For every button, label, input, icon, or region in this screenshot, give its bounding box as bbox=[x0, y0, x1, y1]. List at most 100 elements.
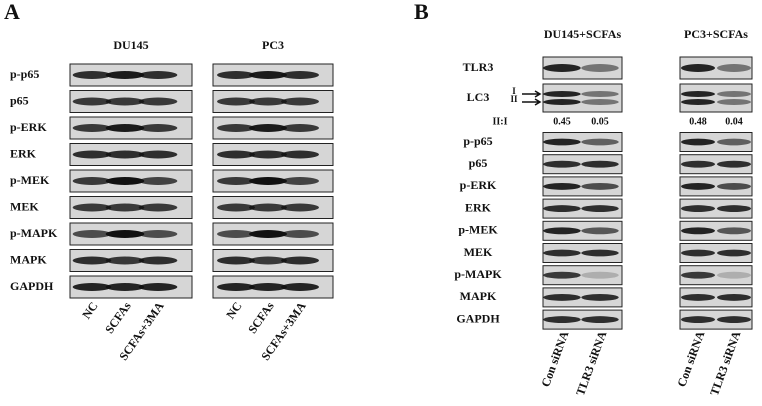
band bbox=[217, 124, 255, 132]
band bbox=[681, 138, 715, 146]
band bbox=[717, 182, 751, 190]
band bbox=[543, 293, 581, 301]
band bbox=[581, 227, 619, 235]
row-label: MAPK bbox=[460, 289, 497, 303]
band bbox=[717, 64, 751, 72]
column-head: PC3+SCFAs bbox=[684, 27, 748, 41]
row-label: p65 bbox=[10, 93, 29, 107]
blot-box bbox=[679, 198, 753, 219]
band bbox=[681, 249, 715, 257]
band bbox=[105, 124, 145, 132]
row-label: MEK bbox=[10, 199, 39, 213]
row-label: p-ERK bbox=[10, 120, 47, 134]
band bbox=[72, 97, 112, 106]
blot-box bbox=[542, 83, 623, 113]
blot-box bbox=[679, 176, 753, 197]
band bbox=[681, 271, 715, 279]
band bbox=[581, 249, 619, 257]
panel-label: A bbox=[4, 0, 20, 24]
row-label: LC3 bbox=[467, 90, 490, 104]
band bbox=[681, 205, 715, 213]
band bbox=[105, 283, 145, 291]
row-label: p-p65 bbox=[10, 67, 39, 81]
band bbox=[543, 138, 581, 146]
ratio-value: 0.45 bbox=[553, 116, 571, 127]
band bbox=[581, 64, 619, 72]
lane-label: Con siRNA bbox=[538, 329, 571, 389]
arrow bbox=[522, 98, 542, 106]
band bbox=[717, 91, 751, 97]
row-label: p-MAPK bbox=[454, 267, 502, 281]
band bbox=[249, 283, 287, 291]
band bbox=[717, 160, 751, 168]
ratio-value: 0.05 bbox=[591, 116, 609, 127]
lane-label: NC bbox=[223, 299, 244, 321]
band bbox=[681, 227, 715, 235]
band bbox=[717, 271, 751, 279]
band bbox=[72, 283, 112, 291]
lane-label: NC bbox=[79, 299, 100, 321]
row-label: p-p65 bbox=[463, 134, 492, 148]
band bbox=[138, 203, 178, 212]
band bbox=[105, 256, 145, 265]
band bbox=[105, 203, 145, 212]
blot-box bbox=[679, 83, 753, 113]
band bbox=[581, 160, 619, 168]
band bbox=[72, 230, 112, 238]
row-label: MEK bbox=[464, 245, 493, 259]
lane-label: TLR3 siRNA bbox=[707, 329, 743, 398]
band bbox=[281, 124, 319, 132]
band bbox=[217, 97, 255, 106]
blot-box bbox=[679, 154, 753, 175]
band bbox=[681, 64, 715, 72]
band bbox=[72, 203, 112, 212]
band bbox=[581, 182, 619, 190]
band bbox=[217, 230, 255, 238]
band bbox=[717, 227, 751, 235]
band bbox=[105, 150, 145, 159]
band bbox=[72, 124, 112, 132]
ratio-value: 0.04 bbox=[725, 116, 743, 127]
band bbox=[717, 99, 751, 105]
band bbox=[249, 256, 287, 265]
band bbox=[281, 256, 319, 265]
lane-label: TLR3 siRNA bbox=[573, 329, 609, 398]
band bbox=[105, 97, 145, 106]
blot-box bbox=[679, 287, 753, 308]
band bbox=[249, 230, 287, 238]
band bbox=[717, 138, 751, 146]
blot-box bbox=[679, 56, 753, 80]
band bbox=[543, 205, 581, 213]
blot-box bbox=[679, 132, 753, 152]
band bbox=[581, 91, 619, 97]
band bbox=[581, 271, 619, 279]
band-label: I bbox=[512, 86, 516, 96]
band bbox=[681, 91, 715, 97]
band bbox=[217, 283, 255, 291]
band bbox=[281, 71, 319, 79]
band-label: II bbox=[510, 94, 518, 104]
band bbox=[72, 71, 112, 79]
blot-box bbox=[542, 265, 623, 286]
band bbox=[717, 293, 751, 301]
band bbox=[543, 99, 581, 105]
band bbox=[281, 203, 319, 212]
row-label: p-MEK bbox=[10, 173, 50, 187]
band bbox=[717, 205, 751, 213]
band bbox=[249, 203, 287, 212]
row-label: ERK bbox=[465, 200, 492, 214]
band bbox=[138, 124, 178, 132]
band bbox=[72, 177, 112, 185]
row-label: p-ERK bbox=[460, 178, 497, 192]
band bbox=[138, 283, 178, 291]
row-label: TLR3 bbox=[463, 60, 494, 74]
row-label: p-MEK bbox=[458, 223, 498, 237]
band bbox=[105, 71, 145, 79]
band bbox=[105, 177, 145, 185]
band bbox=[217, 177, 255, 185]
blot-box bbox=[679, 309, 753, 330]
row-label: p-MAPK bbox=[10, 226, 58, 240]
band bbox=[717, 249, 751, 257]
band bbox=[249, 71, 287, 79]
